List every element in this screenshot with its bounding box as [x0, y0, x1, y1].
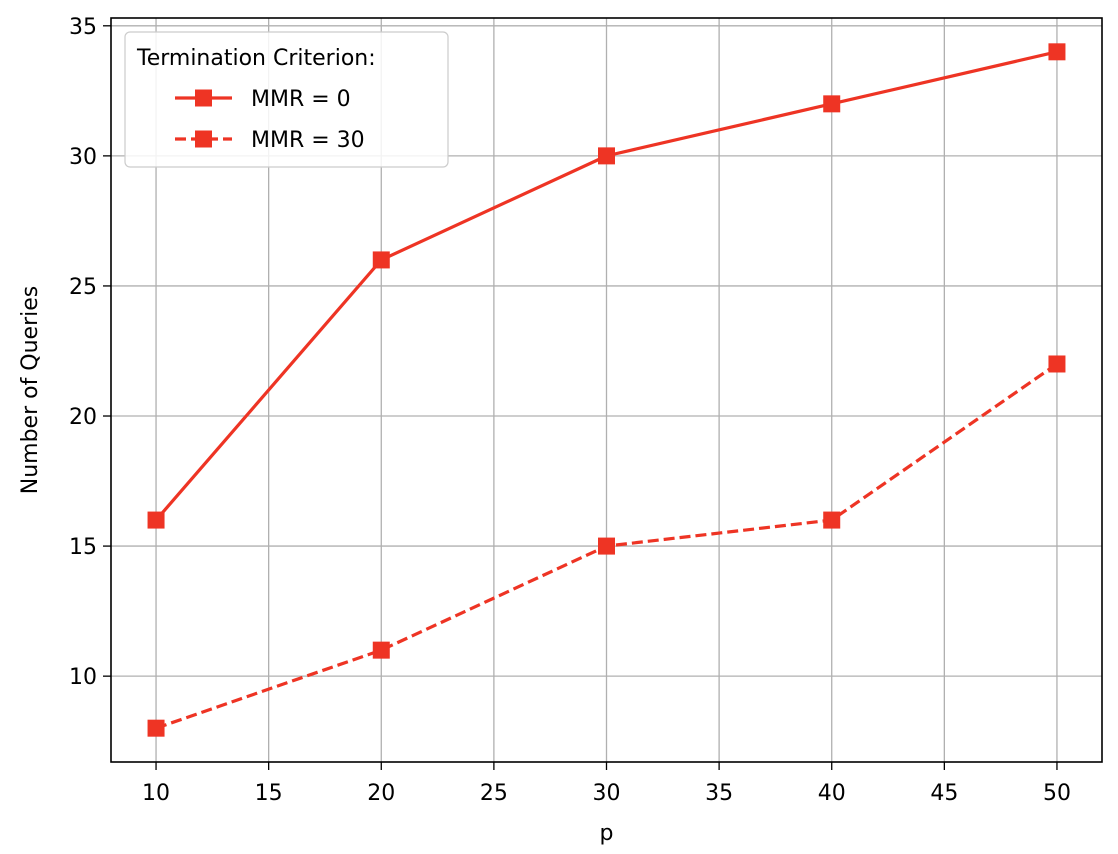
x-tick-label: 25: [480, 781, 508, 806]
data-point: [1048, 43, 1066, 61]
data-point: [1048, 355, 1066, 373]
data-point: [823, 511, 841, 529]
y-tick-label: 25: [69, 275, 97, 300]
data-point: [598, 147, 615, 165]
data-point: [372, 251, 390, 269]
data-point: [147, 511, 165, 529]
legend-label: MMR = 30: [251, 128, 365, 153]
legend-marker: [195, 89, 212, 107]
data-point: [147, 719, 165, 737]
data-point: [823, 95, 841, 113]
x-tick-label: 35: [705, 781, 733, 806]
legend-entry: MMR = 0: [175, 87, 351, 112]
x-tick-label: 15: [255, 781, 283, 806]
y-tick-label: 35: [69, 15, 97, 40]
data-point: [598, 537, 615, 555]
x-tick-label: 10: [142, 781, 170, 806]
series-layer: [147, 43, 1066, 737]
data-point: [372, 641, 390, 659]
x-tick-label: 45: [930, 781, 958, 806]
legend-label: MMR = 0: [251, 87, 351, 112]
y-tick-label: 30: [69, 145, 97, 170]
x-tick-label: 50: [1043, 781, 1071, 806]
legend-entries: MMR = 0 MMR = 30: [175, 87, 365, 153]
x-tick-label: 20: [367, 781, 395, 806]
x-axis-label: p: [600, 821, 614, 846]
legend-title: Termination Criterion:: [136, 46, 376, 71]
legend-marker: [195, 130, 212, 148]
tick-layer: 10 15 20 25 30 35 40 45 50 10 15 20 25 30 35: [69, 15, 1071, 806]
y-axis-label: Number of Queries: [18, 286, 43, 495]
legend: Termination Criterion: MMR = 0 MMR = 30: [124, 31, 449, 168]
y-tick-label: 15: [69, 535, 97, 560]
x-tick-label: 40: [818, 781, 846, 806]
x-tick-label: 30: [593, 781, 621, 806]
legend-entry: MMR = 30: [175, 128, 365, 153]
y-tick-label: 10: [69, 665, 97, 690]
y-tick-label: 20: [69, 405, 97, 430]
